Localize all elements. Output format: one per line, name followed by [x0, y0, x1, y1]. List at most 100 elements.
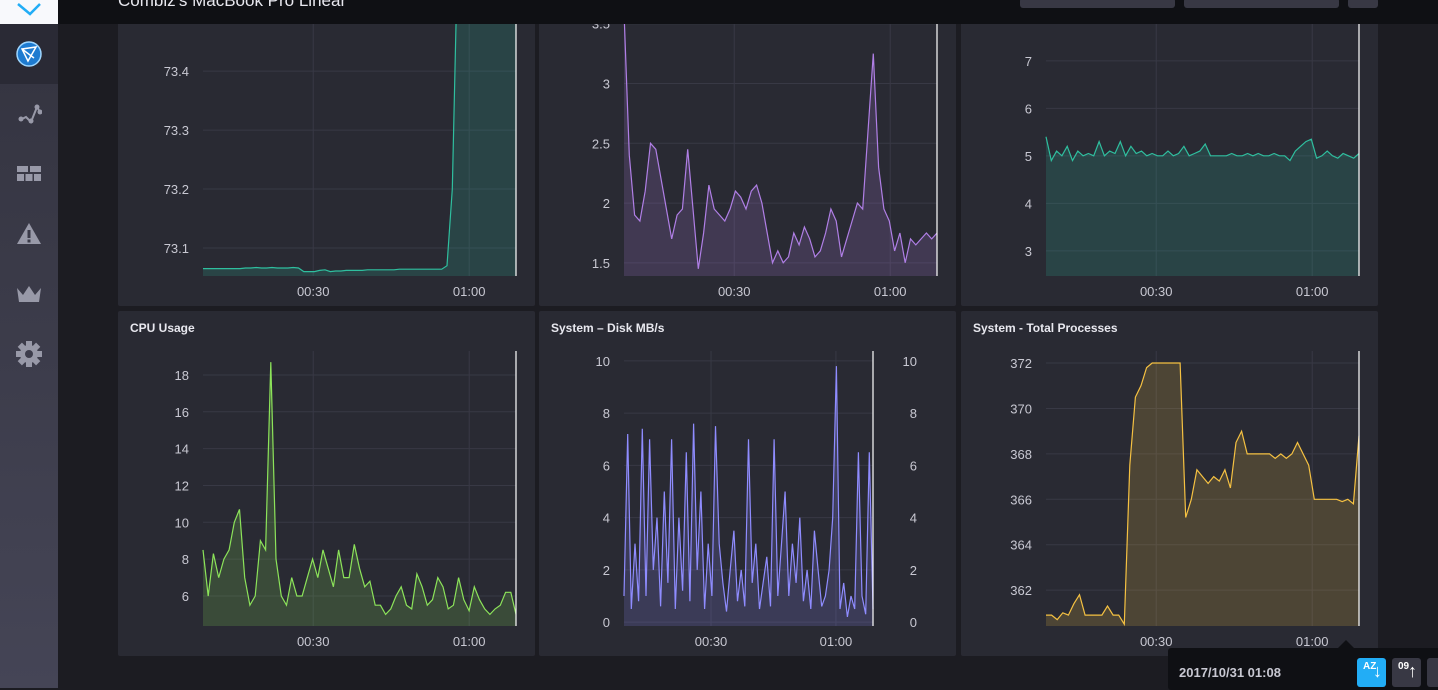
x-tick-label: 00:30 [1140, 634, 1173, 649]
y-tick-label: 372 [1010, 356, 1032, 371]
refresh-dropdown[interactable] [1184, 0, 1339, 8]
y-tick-label: 8 [603, 406, 610, 421]
graph-icon [18, 104, 42, 124]
tooltip-extra-button[interactable] [1427, 658, 1438, 687]
x-tick-label: 01:00 [820, 634, 853, 649]
y-tick-label: 73.4 [164, 64, 189, 79]
y-tick-label-right: 6 [910, 458, 917, 473]
chart-5-svg: 0 0 2 2 4 4 6 6 8 8 10 10 00:30 01:00 [596, 351, 917, 649]
y-tick-label: 2.5 [592, 136, 610, 151]
sidebar-item-alerting[interactable] [0, 204, 58, 264]
arrow-down-icon: ↓ [1373, 661, 1382, 681]
y-tick-label-right: 8 [910, 406, 917, 421]
y-tick-label: 366 [1010, 492, 1032, 507]
y-tick-label-right: 10 [903, 354, 917, 369]
panel-title: System - Total Processes [973, 321, 1118, 335]
time-range-dropdown[interactable] [1020, 0, 1175, 8]
y-tick-label: 16 [175, 405, 189, 420]
logo-icon [17, 3, 41, 16]
y-tick-label: 4 [1025, 196, 1032, 211]
x-tick-label: 01:00 [453, 284, 486, 299]
series-area [624, 11, 937, 277]
y-tick-label: 73.1 [164, 241, 189, 256]
x-tick-label: 00:30 [297, 284, 330, 299]
series-area [1046, 136, 1359, 276]
x-tick-label: 01:00 [874, 284, 907, 299]
y-tick-label: 3 [1025, 244, 1032, 259]
sidebar-item-data-explorer[interactable] [0, 84, 58, 144]
chart-panel-3: 3 4 5 6 7 00:30 01:00 [961, 0, 1378, 306]
panel-title: System – Disk MB/s [551, 321, 665, 335]
dashboard-grid-icon [17, 166, 41, 181]
page-title: Combiz's MacBook Pro Linear [118, 0, 347, 10]
y-tick-label: 368 [1010, 447, 1032, 462]
processes-panel: 362 364 366 368 370 372 00:30 01:00 System - Tot… [961, 311, 1378, 656]
y-tick-label: 362 [1010, 583, 1032, 598]
disk-panel: 0 0 2 2 4 4 6 6 8 8 10 10 00:30 01:00 System – Disk MB… [539, 311, 956, 656]
series-line [202, 362, 517, 616]
series-area [624, 366, 873, 626]
sidebar [0, 0, 58, 688]
x-tick-label: 01:00 [453, 634, 486, 649]
y-tick-label: 0 [603, 615, 610, 630]
y-tick-label: 73.2 [164, 182, 189, 197]
y-tick-label: 6 [1025, 101, 1032, 116]
y-tick-label: 73.3 [164, 123, 189, 138]
crown-icon [17, 286, 41, 302]
series-line [203, 0, 458, 273]
y-tick-label: 10 [596, 354, 610, 369]
y-tick-label: 18 [175, 368, 189, 383]
y-tick-label: 7 [1025, 54, 1032, 69]
sidebar-item-dashboards[interactable] [0, 144, 58, 204]
series-line [623, 11, 938, 269]
chart-panel-2: 1.5 2 2.5 3 3.5 00:30 01:00 [539, 0, 956, 306]
y-tick-label: 370 [1010, 401, 1032, 416]
y-tick-label: 364 [1010, 538, 1032, 553]
network-icon [16, 41, 42, 67]
sort-az-label: AZ [1363, 661, 1377, 672]
chart-1-svg: 73.1 73.2 73.3 73.4 00:30 01:00 [164, 0, 517, 299]
y-tick-label: 4 [603, 511, 610, 526]
tooltip-timestamp: 2017/10/31 01:08 [1179, 665, 1281, 680]
y-tick-label-right: 4 [910, 511, 917, 526]
y-tick-label-right: 2 [910, 563, 917, 578]
page-header: Combiz's MacBook Pro Linear [58, 0, 1438, 24]
sort-alpha-button[interactable]: AZ ↓ [1357, 658, 1386, 687]
y-tick-label: 3 [603, 77, 610, 92]
series-area [1046, 363, 1359, 626]
x-tick-label: 00:30 [718, 284, 751, 299]
y-tick-label: 2 [603, 196, 610, 211]
chart-4-svg: 6 8 10 12 14 16 18 00:30 01:00 [175, 351, 517, 649]
sidebar-item-host-list[interactable] [0, 24, 58, 84]
y-tick-label: 5 [1025, 149, 1032, 164]
chart-6-svg: 362 364 366 368 370 372 00:30 01:00 [1010, 351, 1360, 649]
x-tick-label: 00:30 [1140, 284, 1173, 299]
y-tick-label: 6 [603, 458, 610, 473]
panel-title: CPU Usage [130, 321, 195, 335]
logo[interactable] [0, 0, 58, 24]
series-line [623, 366, 874, 618]
y-tick-label: 12 [175, 478, 189, 493]
series-line [1046, 362, 1360, 627]
series-area [203, 362, 516, 626]
x-tick-label: 01:00 [1296, 284, 1329, 299]
sort-numeric-button[interactable]: 09 ↑ [1392, 658, 1421, 687]
sidebar-item-configuration[interactable] [0, 324, 58, 384]
chart-3-svg: 3 4 5 6 7 00:30 01:00 [1025, 1, 1360, 299]
hover-tooltip: 2017/10/31 01:08 AZ ↓ 09 ↑ [1168, 640, 1438, 690]
y-tick-label: 14 [175, 442, 189, 457]
fullscreen-button[interactable] [1348, 0, 1378, 8]
gear-icon [16, 341, 42, 367]
series-area [203, 0, 516, 276]
y-tick-label: 2 [603, 563, 610, 578]
y-tick-label: 6 [182, 589, 189, 604]
chart-2-svg: 1.522.533.500:30 01:00 [592, 1, 938, 299]
sort-09-label: 09 [1398, 661, 1410, 672]
y-tick-label: 10 [175, 515, 189, 530]
x-tick-label: 00:30 [695, 634, 728, 649]
y-tick-label: 1.5 [592, 256, 610, 271]
sidebar-item-admin[interactable] [0, 264, 58, 324]
x-tick-label: 00:30 [297, 634, 330, 649]
warning-icon [17, 223, 41, 244]
series-line [1045, 136, 1360, 163]
